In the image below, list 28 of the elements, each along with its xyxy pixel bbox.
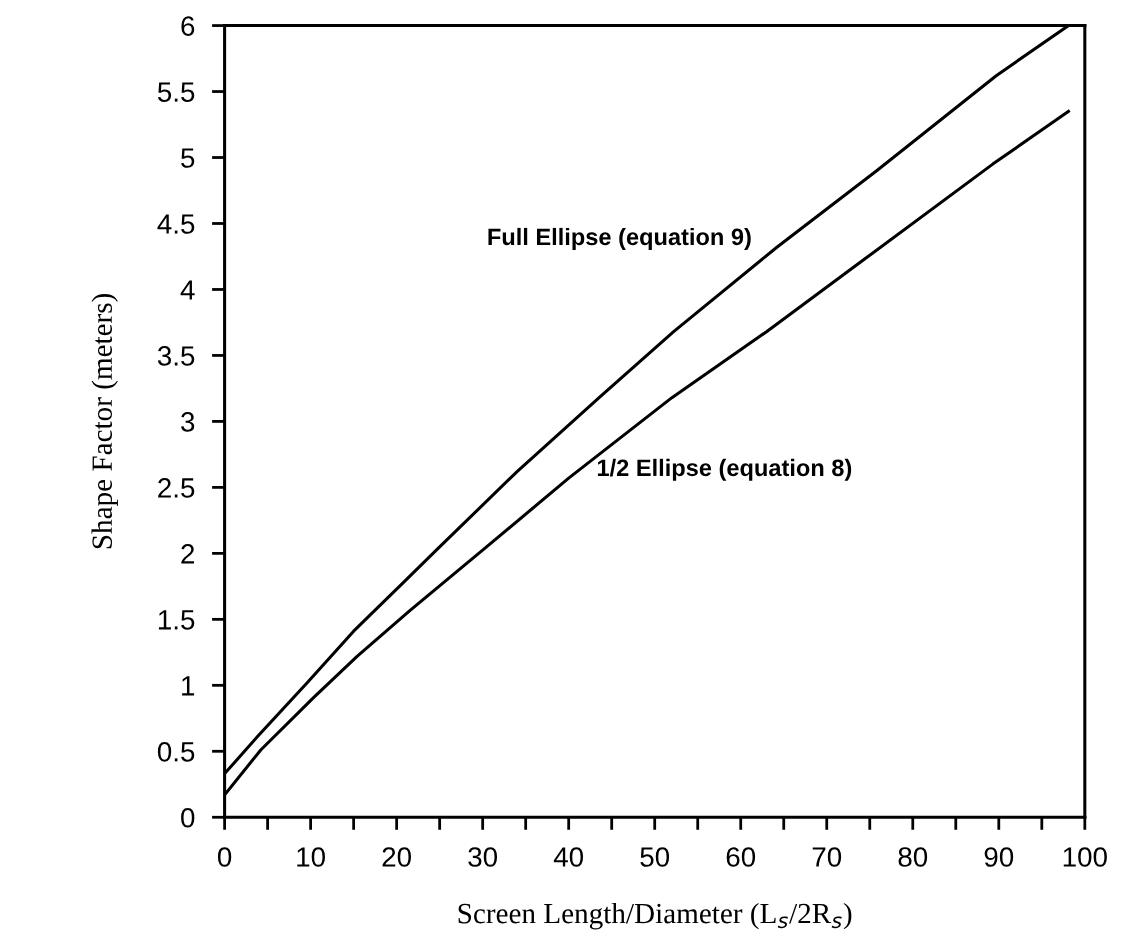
y-tick-label: 4: [180, 280, 195, 300]
series-label: 1/2 Ellipse (equation 8): [597, 458, 852, 481]
x-tick-label: 50: [640, 847, 670, 867]
x-tick-label: 90: [984, 847, 1014, 867]
x-tick-label: 10: [297, 847, 325, 867]
x-tick-label: 40: [553, 847, 584, 867]
x-tick-label: 80: [898, 847, 928, 867]
series-label: Full Ellipse (equation 9): [488, 227, 751, 250]
y-tick-label: 3.5: [157, 346, 195, 366]
y-tick-label: 1: [182, 676, 195, 696]
y-tick-label: 0.5: [157, 741, 195, 762]
y-tick-label: 6: [181, 16, 195, 36]
x-tick-label: 30: [468, 847, 498, 867]
y-tick-label: 5: [181, 148, 195, 168]
x-tick-label: 60: [726, 847, 756, 867]
y-tick-label: 2: [181, 544, 195, 564]
y-axis-title: Shape Factor (meters): [91, 293, 118, 549]
x-axis-title: Screen Length/Diameter (L$_{s}$/2R$_{s}$): [458, 902, 852, 930]
y-tick-label: 0: [181, 807, 195, 828]
x-tick-label: 20: [382, 847, 412, 867]
x-tick-label: 0: [217, 847, 232, 867]
x-tick-label: 100: [1063, 847, 1107, 867]
y-tick-label: 5.5: [157, 82, 195, 102]
x-tick-label: 70: [812, 847, 842, 867]
y-tick-label: 4.5: [157, 214, 195, 234]
y-tick-label: 2.5: [158, 478, 195, 498]
y-tick-label: 1.5: [158, 610, 195, 630]
y-tick-label: 3: [181, 412, 195, 432]
